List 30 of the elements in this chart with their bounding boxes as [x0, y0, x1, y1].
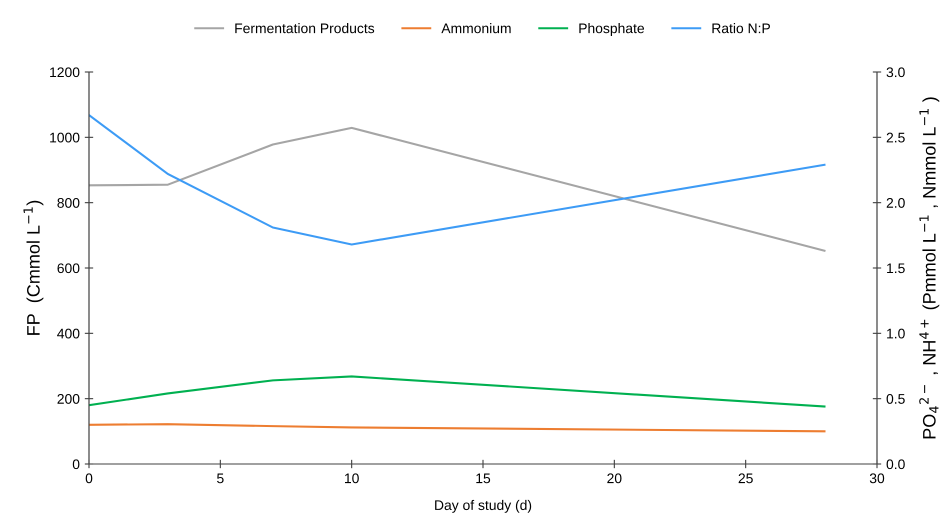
y2-tick-label: 1.0 — [887, 328, 905, 339]
x-tick-label: 5 — [217, 474, 224, 484]
line-series — [89, 375, 826, 408]
x-tick-label: 30 — [870, 473, 884, 484]
y-axis-title: FP (Cmmol L$^{−1}$) — [23, 200, 44, 335]
x-axis-title: Day of study (d) — [435, 500, 532, 513]
legend-label: Ammonium — [441, 23, 511, 34]
y2-tick-label: 0.5 — [886, 394, 905, 404]
y-tick-label: 800 — [57, 198, 80, 208]
y2-tick-label: 2.5 — [886, 132, 905, 143]
legend-label: Fermentation Products — [235, 23, 374, 34]
x-tick-label: 20 — [607, 473, 622, 484]
x-tick-label: 0 — [86, 473, 92, 484]
legend-label: Ratio N:P — [712, 23, 770, 34]
y2-tick-label: 3.0 — [886, 67, 905, 78]
x-tick-label: 15 — [476, 474, 490, 484]
y2-tick-label: 0.0 — [886, 459, 905, 470]
y-tick-label: 0 — [72, 459, 80, 470]
x-tick-label: 25 — [738, 473, 753, 484]
legend-label: Phosphate — [579, 23, 644, 36]
y-tick-label: 400 — [57, 328, 80, 339]
y-tick-label: 1200 — [50, 67, 80, 78]
y2-tick-label: 1.5 — [887, 263, 905, 274]
y-tick-label: 1000 — [50, 132, 80, 143]
y-tick-label: 200 — [58, 394, 80, 404]
y-tick-label: 600 — [58, 263, 80, 274]
text: PO$_{4}$$^{2−}$ , NH$^{4+}$ (Pmmol L$^{−1}$ , Nmmol L$^{−1}$ ) — [919, 97, 940, 438]
x-tick-label: 10 — [345, 473, 359, 484]
y2-tick-label: 2.0 — [886, 198, 905, 208]
line-series — [89, 423, 826, 432]
